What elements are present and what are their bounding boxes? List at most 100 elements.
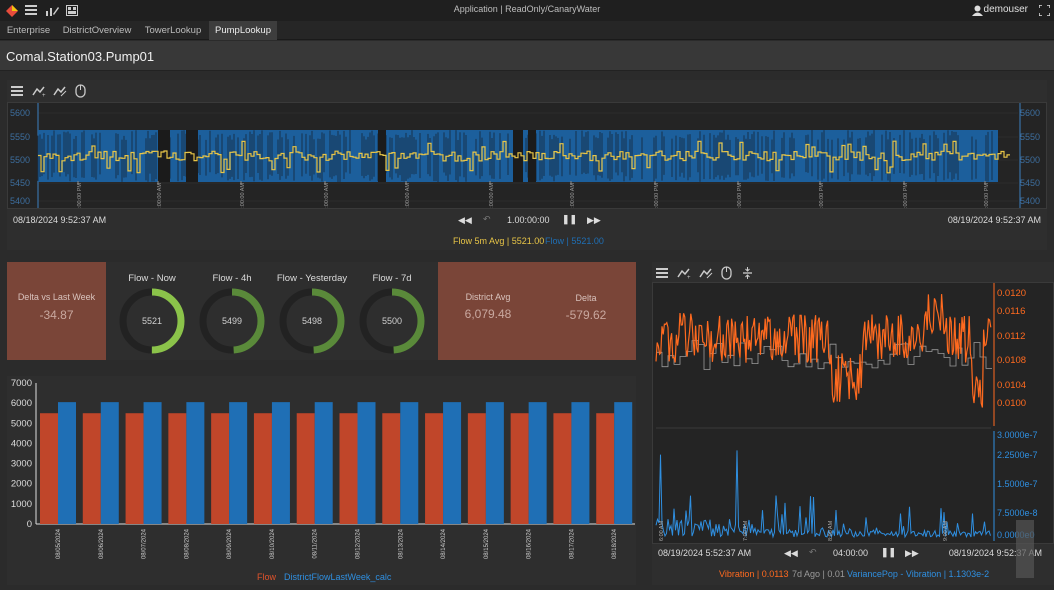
user-icon[interactable]	[972, 5, 983, 16]
right-trend-menu-icon[interactable]	[655, 267, 669, 279]
svg-text:+: +	[42, 93, 46, 97]
flow-gap	[158, 130, 170, 182]
mouse-icon[interactable]	[75, 84, 86, 98]
right-trend-duration[interactable]: 04:00:00	[833, 548, 869, 558]
kpi-delta-value: -579.62	[565, 308, 607, 322]
top-x-tick-label: 5:00:00 PM	[819, 183, 825, 208]
tab-tower-lookup[interactable]: TowerLookup	[144, 25, 202, 36]
menu-icon[interactable]	[25, 5, 37, 16]
vibration-line	[655, 294, 992, 408]
rewind-button[interactable]: ◀◀	[458, 215, 472, 225]
edit-icon[interactable]	[45, 4, 59, 17]
bar-flow	[467, 413, 486, 524]
pause-button[interactable]: ❚❚	[562, 214, 578, 224]
upper-y-tick: 0.0120	[997, 288, 1026, 299]
right-trend-start-time: 08/19/2024 5:52:37 AM	[658, 548, 752, 558]
legend-vibration[interactable]: Vibration | 0.0113	[719, 569, 789, 579]
right-trend-panel: + 0.0120 0.0116 0.0112 0.0108 0.0104 0.0100 3.…	[652, 262, 1054, 585]
legend-variance[interactable]: VariancePop - Vibration | 1.1303e-2	[847, 569, 990, 579]
bar-flow	[40, 413, 58, 524]
gauge-label-yesterday: Flow - Yesterday	[276, 273, 348, 284]
bar-district	[571, 402, 590, 524]
right-remove-trend-icon[interactable]	[699, 267, 713, 279]
bar-district	[443, 402, 462, 524]
kpi-district-avg-label: District Avg	[465, 292, 511, 302]
right-add-trend-icon[interactable]: +	[677, 267, 691, 279]
top-trend-svg[interactable]: 5600 5600 5550 5550 5500 5500 5450 5450 5400 5400…	[8, 103, 1046, 214]
right-rewind-button[interactable]: ◀◀	[784, 548, 798, 558]
flow-5m-avg-line	[38, 140, 1010, 174]
bar-y-tick: 6000	[11, 398, 32, 409]
bar-y-tick: 0	[27, 519, 32, 530]
gauge-arc	[199, 288, 265, 354]
tab-pump-lookup[interactable]: PumpLookup	[209, 21, 277, 40]
dashboard-icon[interactable]	[66, 5, 78, 16]
top-y-tick-right: 5400	[1020, 196, 1040, 206]
right-trend-chart[interactable]: 0.0120 0.0116 0.0112 0.0108 0.0104 0.0100 3.00…	[652, 282, 1054, 544]
bar-y-tick: 4000	[11, 438, 32, 449]
lower-y-tick: 3.0000e-7	[997, 430, 1038, 440]
bar-x-tick: 08/06/2024	[99, 528, 105, 559]
right-fast-forward-button[interactable]: ▶▶	[905, 548, 919, 558]
bar-x-tick: 08/05/2024	[56, 528, 62, 559]
gauge-row: Flow - Now Flow - 4h Flow - Yesterday Fl…	[106, 262, 438, 360]
zoom-controls[interactable]	[1016, 520, 1034, 578]
kpi-delta-last-week: Delta vs Last Week -34.87	[7, 262, 106, 360]
upper-y-tick: 0.0108	[997, 355, 1026, 366]
bar-district	[357, 402, 376, 524]
bar-x-tick: 08/09/2024	[227, 528, 233, 559]
top-x-tick-label: 3:00:00 AM	[240, 183, 246, 208]
user-name[interactable]: demouser	[983, 4, 1028, 15]
legend-flow[interactable]: Flow | 5521.00	[545, 236, 604, 246]
legend-bar-district[interactable]: DistrictFlowLastWeek_calc	[284, 572, 392, 582]
lower-y-tick: 2.2500e-7	[997, 450, 1038, 460]
bar-district	[58, 402, 76, 524]
legend-7d-ago[interactable]: 7d Ago | 0.01	[792, 569, 845, 579]
bar-y-tick: 1000	[11, 499, 32, 510]
variance-line	[655, 450, 991, 539]
bar-flow	[510, 413, 529, 524]
right-undo-button[interactable]: ↶	[809, 547, 817, 557]
legend-flow-5m-avg[interactable]: Flow 5m Avg | 5521.00	[453, 236, 545, 246]
gauge-label-4h: Flow - 4h	[212, 273, 252, 284]
right-pause-button[interactable]: ❚❚	[881, 547, 897, 557]
split-axis-icon[interactable]	[742, 266, 753, 280]
gauge-label-7d: Flow - 7d	[372, 273, 412, 284]
app-logo-icon	[6, 5, 18, 17]
bar-district	[614, 402, 633, 524]
trend-menu-icon[interactable]	[10, 85, 24, 97]
top-y-tick-right: 5600	[1020, 108, 1040, 118]
flow-gap	[378, 130, 386, 182]
bar-y-tick: 5000	[11, 418, 32, 429]
kpi-district-avg-value: 6,079.48	[464, 307, 512, 321]
bar-flow	[168, 413, 187, 524]
add-trend-icon[interactable]: +	[32, 85, 46, 97]
bar-flow	[211, 413, 230, 524]
bar-x-tick: 08/08/2024	[184, 528, 190, 559]
tab-enterprise[interactable]: Enterprise	[6, 25, 51, 36]
right-mouse-icon[interactable]	[721, 266, 732, 280]
top-x-tick-label: 1:00:00 PM	[654, 183, 660, 208]
top-y-tick-left: 5450	[10, 178, 30, 188]
fullscreen-icon[interactable]	[1039, 5, 1050, 16]
top-trend-panel: + 5600 5600 5550 5550 5500 5500 5450 5450 5400 54…	[7, 80, 1047, 250]
legend-bar-flow[interactable]: Flow	[257, 572, 277, 582]
bar-chart[interactable]: 0 1000 2000 3000 4000 5000 6000 7000 08/05/2024 0…	[7, 376, 636, 585]
bar-flow	[382, 413, 401, 524]
fast-forward-button[interactable]: ▶▶	[587, 215, 601, 225]
bar-district	[143, 402, 162, 524]
top-trend-duration[interactable]: 1.00:00:00	[507, 215, 550, 225]
gauges-svg	[119, 288, 425, 354]
right-x-tick-label: 7:00 AM	[743, 520, 749, 541]
tab-district-overview[interactable]: DistrictOverview	[62, 25, 132, 36]
kpi-delta-label: Delta	[575, 293, 597, 303]
gauge-arc	[119, 288, 185, 354]
remove-trend-icon[interactable]	[53, 85, 67, 97]
gauge-arc	[359, 288, 425, 354]
right-x-tick-label: 9:00 AM	[943, 520, 949, 541]
undo-button[interactable]: ↶	[483, 214, 491, 224]
right-trend-svg[interactable]: 0.0120 0.0116 0.0112 0.0108 0.0104 0.0100 3.00…	[653, 283, 1053, 543]
top-trend-chart[interactable]: 5600 5600 5550 5550 5500 5500 5450 5450 5400 5400…	[7, 102, 1047, 214]
top-y-tick-left: 5600	[10, 108, 30, 118]
gauge-value-now: 5521	[141, 316, 163, 326]
